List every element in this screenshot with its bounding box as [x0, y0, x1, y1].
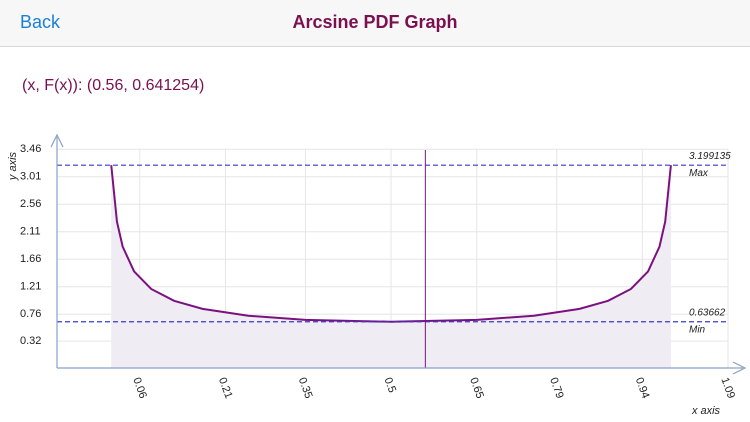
area [111, 165, 671, 368]
reference-label: Min [689, 324, 706, 335]
x-tick-label: 0.35 [296, 376, 315, 400]
y-tick-label: 2.11 [20, 226, 41, 238]
x-tick-label: 0.21 [216, 376, 235, 400]
y-axis-label: y axis [7, 151, 19, 181]
back-button[interactable]: Back [20, 12, 61, 32]
x-tick-label: 0.79 [547, 376, 566, 400]
y-tick-label: 0.32 [20, 335, 41, 347]
curve [110, 165, 672, 323]
reference-label: Max [689, 168, 709, 179]
x-arrow [732, 361, 747, 375]
y-tick-label: 3.01 [20, 171, 41, 183]
x-tick-label: 0.06 [130, 376, 149, 400]
x-tick-label: 0.65 [467, 376, 486, 400]
y-arrow [50, 133, 64, 148]
y-tick-label: 2.56 [20, 198, 41, 210]
x-tick-label: 0.94 [633, 376, 652, 400]
x-tick-label: 0.5 [382, 376, 399, 394]
nav-title: Arcsine PDF Graph [292, 12, 458, 32]
readout: (x, F(x)): (0.56, 0.641254) [22, 77, 205, 94]
reference-value: 0.63662 [689, 307, 726, 318]
y-tick-label: 3.46 [20, 143, 41, 155]
y-tick-label: 1.21 [20, 281, 41, 293]
nav-bar: Back Arcsine PDF Graph [0, 0, 750, 47]
y-tick-label: 0.76 [20, 308, 41, 320]
x-axis-label: x axis [691, 405, 721, 417]
reference-value: 3.199135 [689, 151, 731, 162]
plot [57, 150, 728, 368]
x-tick-label: 1.09 [718, 376, 737, 400]
y-tick-label: 1.66 [20, 253, 41, 265]
